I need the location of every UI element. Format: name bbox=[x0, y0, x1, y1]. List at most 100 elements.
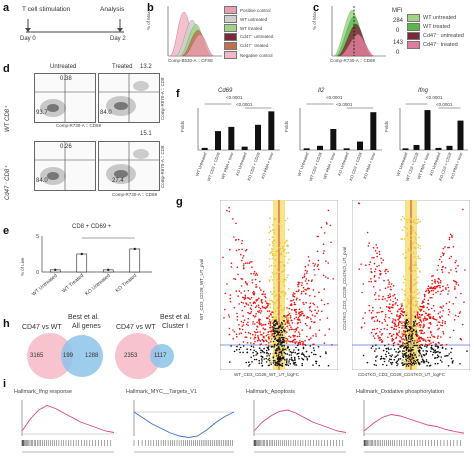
gene-point bbox=[314, 360, 317, 363]
gene-point bbox=[390, 363, 393, 365]
gene-point bbox=[276, 358, 279, 360]
x-tick-label: KO PMA + Iono bbox=[362, 151, 376, 179]
bar bbox=[215, 131, 221, 150]
gene-point bbox=[362, 354, 365, 357]
pval: <0.0001 bbox=[436, 102, 453, 107]
gene-point bbox=[402, 338, 405, 340]
gene-point bbox=[393, 327, 395, 330]
gene-point bbox=[400, 336, 402, 339]
gene-point bbox=[269, 326, 271, 329]
gene-point bbox=[376, 252, 378, 254]
gene-point bbox=[374, 250, 377, 252]
gene-point bbox=[445, 287, 447, 289]
gene-point bbox=[294, 351, 296, 354]
gene-point bbox=[310, 318, 312, 320]
gene-point bbox=[247, 311, 249, 314]
gene-point bbox=[276, 355, 278, 357]
gene-point bbox=[252, 333, 254, 336]
gene-point bbox=[257, 335, 259, 337]
gene-point bbox=[271, 253, 274, 255]
gene-point bbox=[417, 255, 419, 258]
gene-point bbox=[407, 344, 409, 346]
gene-point bbox=[269, 333, 271, 336]
gene-point bbox=[448, 290, 450, 292]
gene-point bbox=[233, 331, 236, 333]
analysis-text: Analysis bbox=[100, 6, 125, 13]
gene-point bbox=[245, 248, 248, 251]
gene-point bbox=[315, 333, 317, 335]
gene-point bbox=[302, 341, 304, 343]
gene-point bbox=[382, 295, 384, 298]
gene-point bbox=[408, 321, 411, 324]
gene-point bbox=[236, 345, 238, 348]
gene-point bbox=[389, 310, 391, 313]
gene-point bbox=[395, 325, 398, 328]
gene-point bbox=[245, 303, 248, 305]
gene-point bbox=[289, 304, 292, 306]
gene-point bbox=[409, 301, 411, 303]
flow-x-axis-label: Comp-R730-A :: CD69 bbox=[56, 123, 102, 128]
gene-point bbox=[273, 303, 275, 305]
gene-point bbox=[388, 296, 391, 299]
gene-point bbox=[441, 324, 444, 327]
gene-point bbox=[272, 315, 275, 318]
gene-point bbox=[314, 315, 316, 317]
cd69-ylabel: % of Max bbox=[312, 11, 317, 30]
gene-point bbox=[408, 355, 410, 358]
gene-point bbox=[279, 356, 282, 358]
gene-point bbox=[267, 336, 270, 339]
gene-point bbox=[255, 354, 257, 356]
gene-point bbox=[235, 249, 238, 252]
gene-point bbox=[437, 350, 439, 353]
gene-point bbox=[298, 311, 300, 314]
pval: <0.0001 bbox=[236, 102, 253, 107]
gene-point bbox=[280, 336, 283, 339]
flow-y-axis-label: Comp-R670-A :: CD8 bbox=[160, 145, 165, 188]
gene-point bbox=[250, 296, 253, 299]
gene-point bbox=[431, 279, 433, 282]
gene-point bbox=[404, 293, 406, 296]
gene-point bbox=[410, 361, 413, 363]
gene-point bbox=[281, 271, 283, 273]
gene-point bbox=[458, 312, 461, 314]
gene-point bbox=[259, 343, 261, 346]
gene-point bbox=[401, 359, 404, 361]
gene-point bbox=[250, 356, 252, 359]
gene-point bbox=[417, 317, 420, 320]
gene-point bbox=[441, 320, 444, 322]
gene-point bbox=[419, 326, 422, 328]
gene-point bbox=[405, 337, 407, 340]
gene-point bbox=[238, 348, 241, 351]
gene-point bbox=[274, 330, 276, 333]
gene-point bbox=[269, 322, 272, 325]
gene-point bbox=[390, 326, 393, 329]
gene-point bbox=[432, 304, 435, 307]
gene-point bbox=[295, 346, 297, 349]
gene-point bbox=[415, 344, 417, 347]
gene-point bbox=[273, 231, 275, 234]
gene-point bbox=[429, 336, 431, 339]
gene-point bbox=[272, 355, 274, 357]
gene-point bbox=[244, 331, 247, 334]
gene-point bbox=[412, 363, 415, 366]
gene-point bbox=[409, 363, 411, 365]
gene-point bbox=[397, 334, 399, 337]
gene-point bbox=[388, 303, 391, 305]
gene-point bbox=[292, 334, 294, 337]
gene-point bbox=[392, 338, 395, 341]
bar bbox=[343, 148, 350, 150]
gene-point bbox=[240, 253, 242, 256]
gene-point bbox=[409, 317, 411, 320]
gene-point bbox=[422, 318, 425, 320]
gene-point bbox=[462, 208, 464, 211]
gene-point bbox=[303, 273, 306, 275]
gene-point bbox=[269, 313, 272, 315]
cfse-legend: Positive control WT untreated WT treated… bbox=[224, 6, 298, 62]
gene-point bbox=[368, 242, 370, 244]
gene-point bbox=[370, 347, 373, 349]
gene-point bbox=[406, 227, 408, 230]
gene-point bbox=[277, 327, 280, 330]
gene-point bbox=[427, 299, 430, 301]
gene-point bbox=[244, 336, 247, 338]
